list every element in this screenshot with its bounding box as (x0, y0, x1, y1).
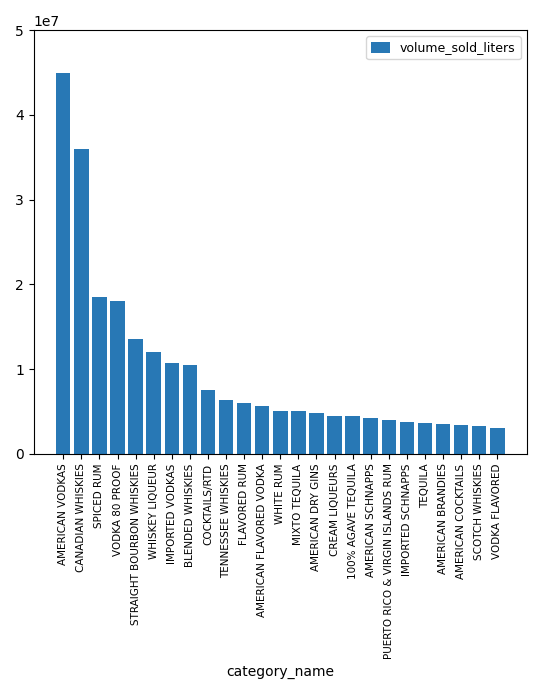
Bar (364, 418, 378, 454)
X-axis label: category_name: category_name (227, 665, 334, 679)
Bar (472, 425, 487, 454)
Bar (56, 72, 70, 454)
Bar (237, 403, 251, 454)
Legend: volume_sold_liters: volume_sold_liters (366, 36, 521, 60)
Bar (219, 400, 233, 454)
Bar (399, 421, 414, 454)
Bar (382, 420, 396, 454)
Bar (110, 301, 125, 454)
Bar (309, 413, 324, 454)
Bar (165, 363, 179, 454)
Bar (454, 425, 468, 454)
Bar (436, 424, 450, 454)
Bar (418, 423, 432, 454)
Bar (128, 339, 143, 454)
Bar (201, 390, 215, 454)
Bar (183, 365, 197, 454)
Bar (92, 297, 107, 454)
Bar (291, 412, 306, 454)
Bar (345, 416, 360, 454)
Bar (273, 412, 288, 454)
Bar (327, 416, 342, 454)
Bar (255, 406, 269, 454)
Bar (74, 149, 88, 454)
Bar (490, 428, 505, 454)
Bar (146, 352, 161, 454)
